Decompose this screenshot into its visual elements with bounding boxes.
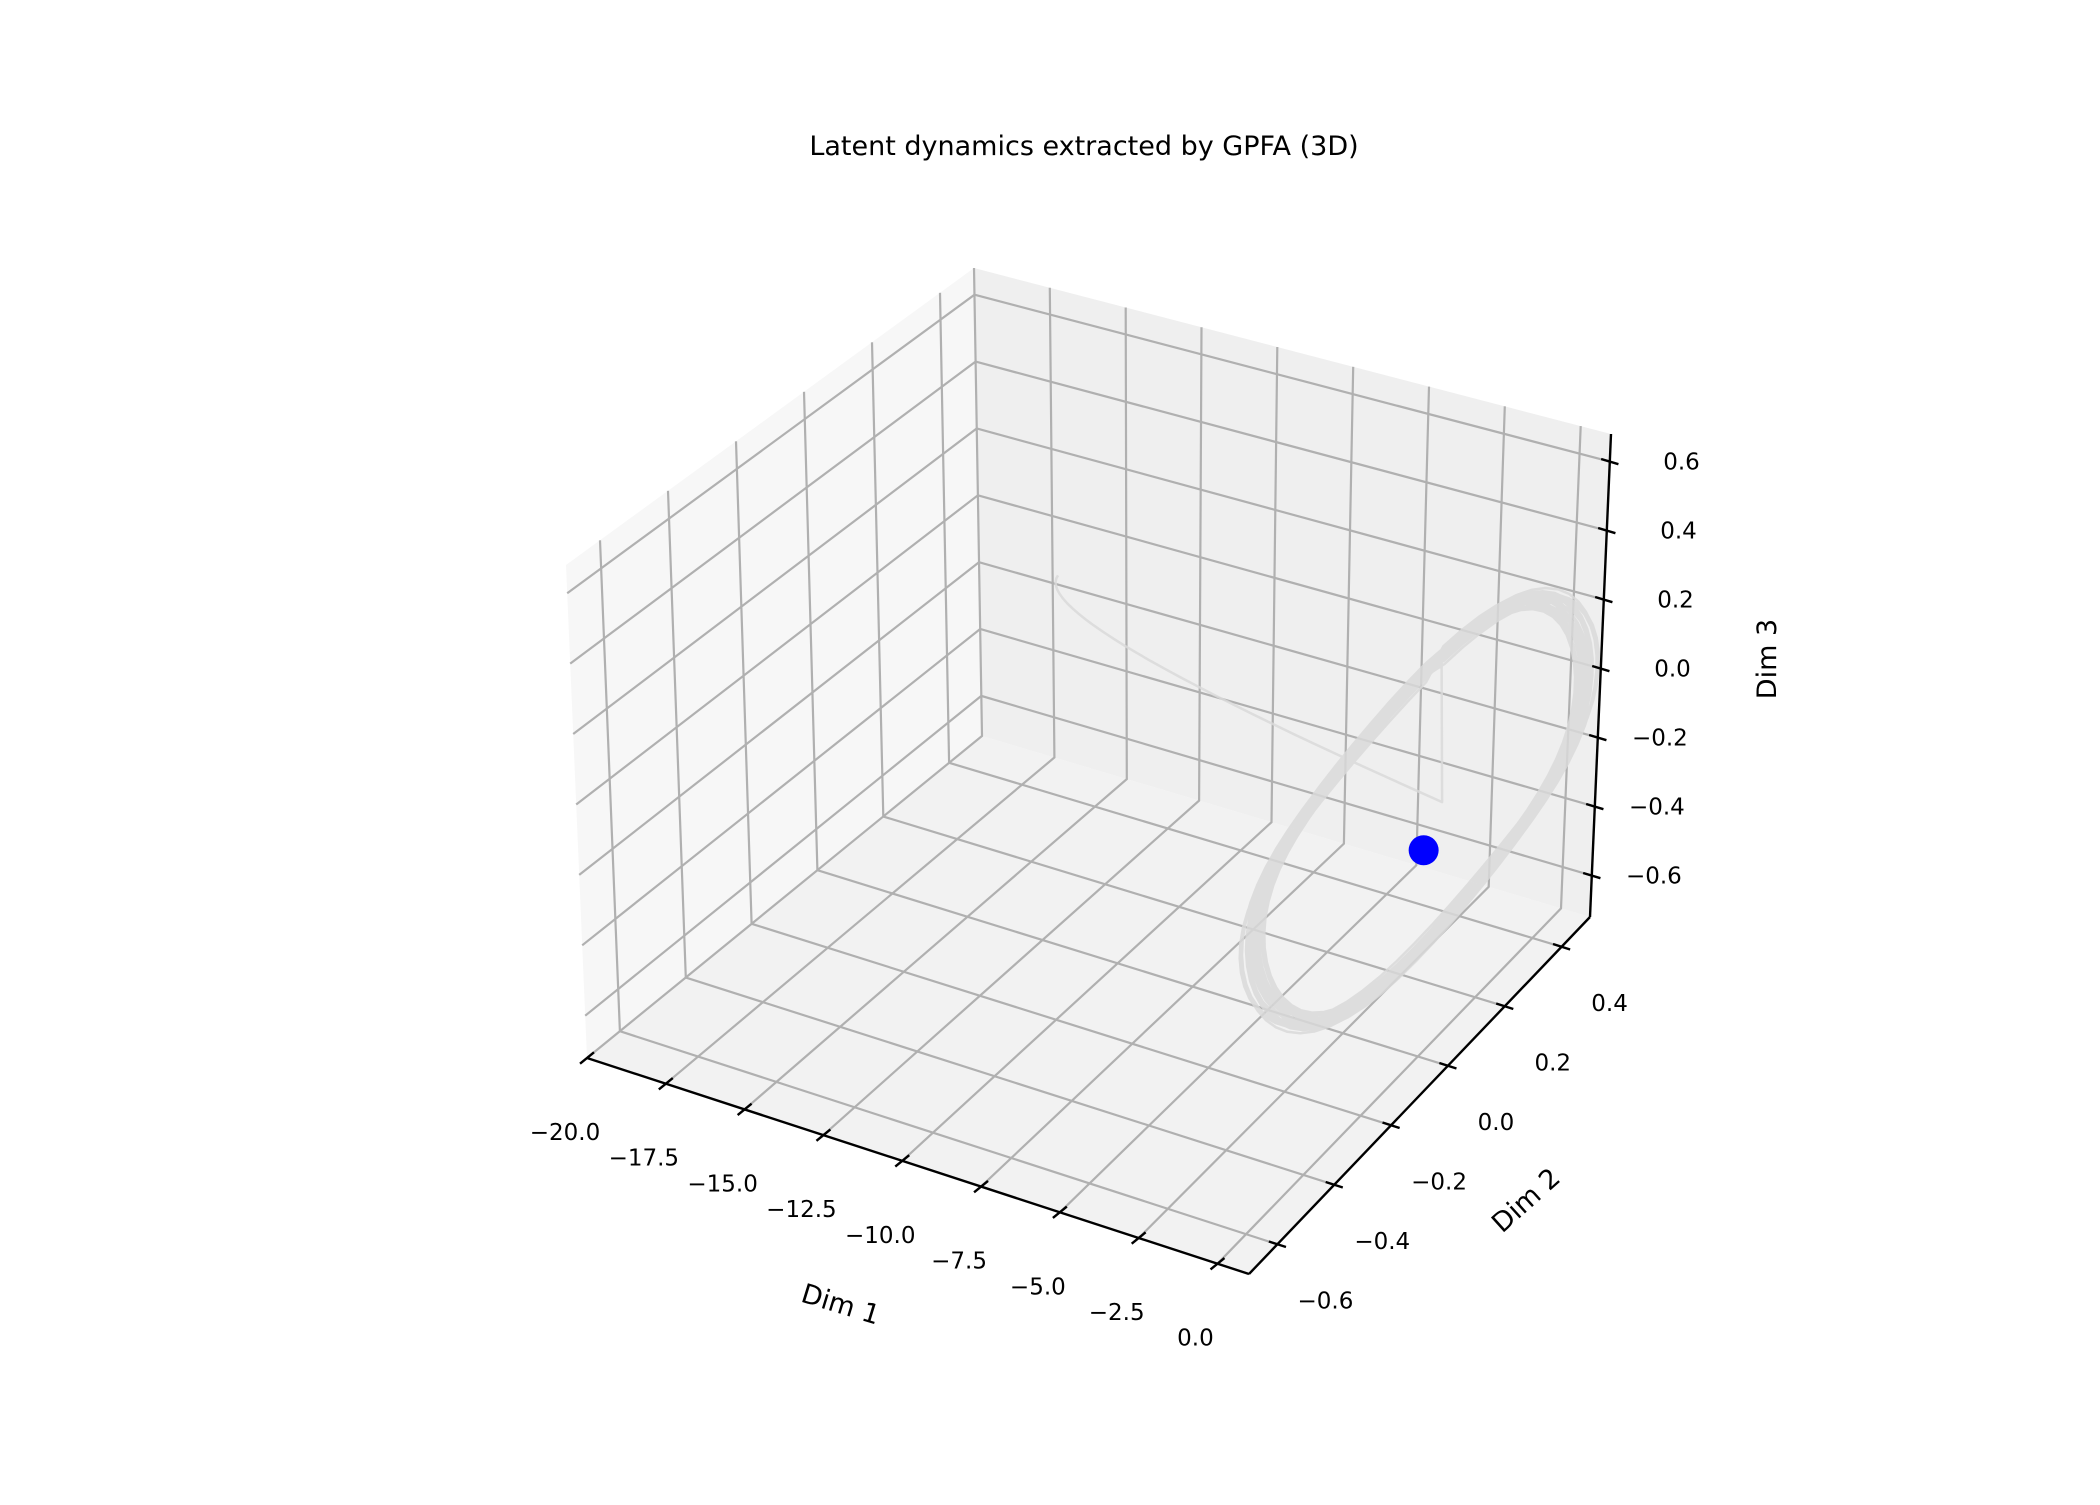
- grid-line-z: [581, 627, 1596, 947]
- z-tick: [1600, 457, 1619, 466]
- grid-line-x: [665, 287, 1056, 1085]
- y-axis-line: [1248, 916, 1591, 1275]
- y-axis-label: Dim 2: [1486, 1162, 1566, 1239]
- x-tick-label: −2.5: [1089, 1300, 1145, 1326]
- x-axis-label: Dim 1: [798, 1278, 884, 1331]
- z-tick: [1585, 802, 1604, 811]
- grid-line-y: [598, 540, 1278, 1246]
- y-tick: [1325, 1180, 1344, 1189]
- grid-line-x: [1216, 426, 1582, 1265]
- grid-line-y: [666, 490, 1335, 1186]
- latent-trajectory: [1054, 574, 1601, 1035]
- y-tick: [1382, 1121, 1401, 1130]
- grid-line-x: [1059, 386, 1431, 1214]
- z-tick: [1594, 595, 1613, 604]
- x-tick: [973, 1179, 989, 1194]
- x-tick: [579, 1051, 595, 1065]
- x-tick: [1052, 1205, 1068, 1219]
- x-tick-label: −5.0: [1010, 1274, 1066, 1300]
- trajectory-line: [1054, 574, 1601, 1035]
- grid-line-x: [586, 267, 984, 1059]
- x-tick: [736, 1102, 753, 1117]
- z-tick: [1582, 871, 1601, 880]
- y-tick-label: −0.4: [1354, 1229, 1410, 1255]
- current-point-marker: [1408, 835, 1439, 866]
- grid-line-z: [566, 293, 1611, 595]
- chart-title: Latent dynamics extracted by GPFA (3D): [809, 131, 1358, 162]
- y-tick: [1552, 942, 1571, 951]
- x-tick-label: −20.0: [530, 1120, 600, 1146]
- x-tick-label: −15.0: [687, 1171, 757, 1197]
- y-tick-label: −0.2: [1411, 1169, 1467, 1195]
- z-tick: [1588, 733, 1607, 742]
- grid-line-x: [743, 307, 1128, 1111]
- grid-line-z: [584, 694, 1593, 1017]
- z-axis-label: Dim 3: [1752, 619, 1783, 699]
- y-tick: [1438, 1061, 1457, 1070]
- z-tick-label: −0.4: [1629, 795, 1685, 821]
- grid-line-z: [575, 494, 1602, 806]
- tick-marks: −20.0 −17.5 −15.0 −12.5 −10.0 −7.5 −5.0 −2.5 0.0…: [530, 450, 1700, 1352]
- x-tick-label: −17.5: [609, 1146, 679, 1172]
- z-axis-line: [1588, 433, 1613, 918]
- y-tick-label: −0.6: [1297, 1288, 1353, 1314]
- back-wall-pane: [974, 268, 1611, 917]
- x-tick: [815, 1128, 832, 1142]
- axis-panes: [566, 268, 1611, 1274]
- x-tick-label: −10.0: [845, 1223, 915, 1249]
- x-tick-label: −7.5: [931, 1249, 987, 1275]
- z-tick-label: −0.2: [1632, 726, 1688, 752]
- grid-line-z: [578, 560, 1599, 876]
- grid-line-y: [802, 391, 1449, 1067]
- x-tick: [894, 1154, 910, 1168]
- y-tick-label: 0.4: [1591, 991, 1628, 1017]
- x-tick: [658, 1077, 674, 1091]
- z-tick-label: 0.6: [1663, 450, 1700, 476]
- grid-lines: [566, 267, 1611, 1265]
- grid-line-y: [870, 342, 1506, 1008]
- grid-line-x: [980, 366, 1355, 1188]
- grid-line-x: [1137, 406, 1506, 1239]
- grid-line-z: [569, 360, 1608, 665]
- left-wall-pane: [566, 268, 982, 1058]
- grid-line-z: [572, 427, 1605, 735]
- z-tick-label: 0.2: [1657, 588, 1694, 614]
- z-tick: [1591, 664, 1610, 673]
- grid-line-x: [822, 327, 1203, 1136]
- x-tick: [1130, 1231, 1147, 1245]
- z-tick-label: 0.0: [1654, 657, 1691, 683]
- y-tick: [1495, 1002, 1514, 1011]
- y-tick: [1268, 1240, 1287, 1249]
- y-tick-label: 0.2: [1534, 1050, 1571, 1076]
- x-tick-label: 0.0: [1177, 1326, 1214, 1352]
- grid-line-y: [938, 292, 1562, 948]
- z-tick-label: 0.4: [1660, 519, 1697, 545]
- x-tick-label: −12.5: [766, 1197, 836, 1223]
- grid-line-y: [734, 441, 1392, 1127]
- z-tick-label: −0.6: [1626, 864, 1682, 890]
- y-tick-label: 0.0: [1478, 1110, 1515, 1136]
- grid-line-x: [901, 346, 1279, 1162]
- z-tick: [1597, 526, 1616, 535]
- current-point: [1408, 835, 1439, 866]
- x-tick: [1209, 1257, 1226, 1271]
